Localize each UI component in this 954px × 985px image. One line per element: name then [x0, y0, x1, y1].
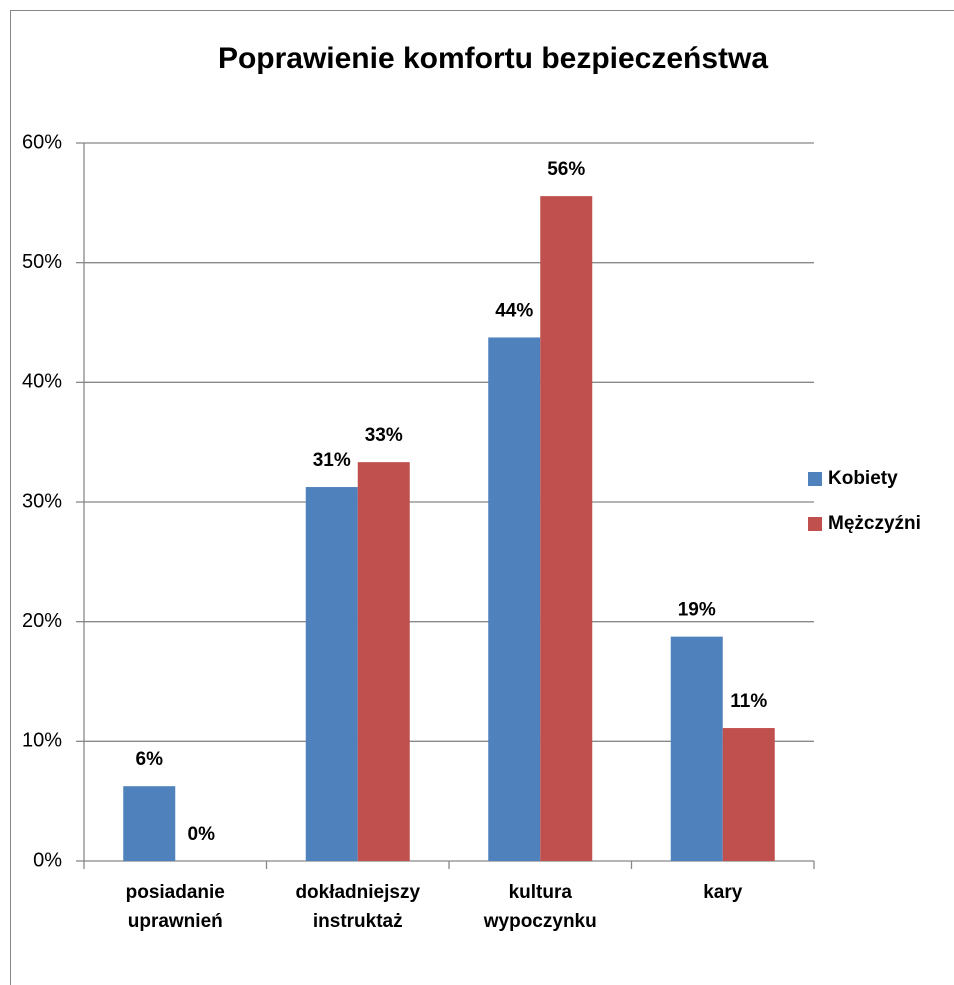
- legend-label: Mężczyźni: [828, 513, 921, 534]
- value-label: 31%: [313, 450, 351, 471]
- value-label: 0%: [188, 824, 216, 845]
- bar: [722, 728, 775, 861]
- bar: [488, 337, 541, 861]
- bar: [123, 786, 176, 861]
- value-label: 11%: [730, 691, 767, 712]
- bar: [670, 636, 723, 861]
- legend-swatch: [808, 472, 822, 486]
- value-label: 56%: [547, 159, 585, 180]
- y-tick-label: 50%: [22, 251, 62, 273]
- chart-frame: [10, 10, 954, 985]
- legend-label: Kobiety: [828, 468, 898, 489]
- value-label: 44%: [495, 300, 533, 321]
- value-label: 33%: [365, 425, 403, 446]
- legend-swatch: [808, 517, 822, 531]
- chart-title: Poprawienie komfortu bezpieczeństwa: [218, 42, 768, 75]
- bar: [357, 462, 410, 861]
- y-tick-label: 0%: [33, 849, 62, 871]
- value-label: 19%: [678, 600, 716, 621]
- x-tick-label: kary: [703, 882, 743, 903]
- x-tick-label: kultura wypoczynku: [483, 882, 597, 932]
- y-tick-label: 20%: [22, 610, 62, 632]
- x-tick-label: dokładniejszy instruktaż: [295, 882, 420, 932]
- y-tick-label: 30%: [22, 490, 62, 512]
- bar: [540, 196, 593, 861]
- y-tick-label: 60%: [22, 131, 62, 153]
- bar: [305, 487, 358, 861]
- y-tick-label: 10%: [22, 730, 62, 752]
- y-tick-label: 40%: [22, 371, 62, 393]
- x-tick-label: posiadanie uprawnień: [126, 882, 225, 932]
- value-label: 6%: [136, 749, 164, 770]
